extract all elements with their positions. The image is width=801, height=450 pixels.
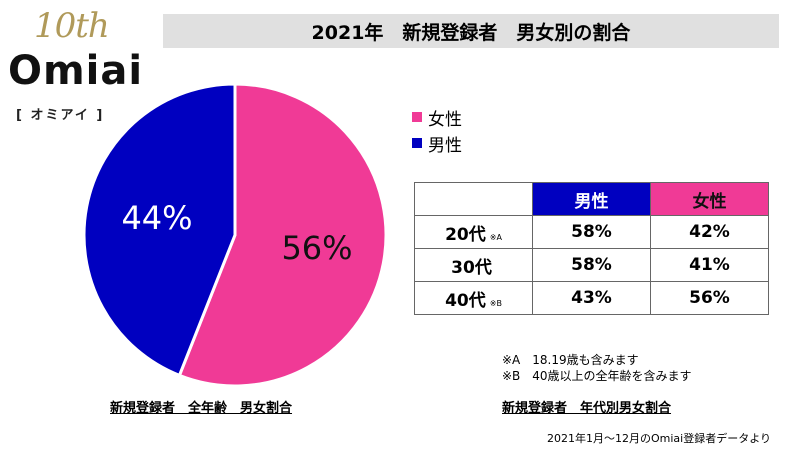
legend: 女性 男性 [412, 104, 462, 156]
logo-kana: [ オミアイ ] [16, 108, 105, 123]
age-label: 20代 [445, 224, 486, 245]
table-cell-age: 40代 ※B [414, 281, 533, 315]
legend-item-male: 男性 [412, 130, 462, 156]
table-header-female: 女性 [650, 182, 769, 216]
legend-item-female: 女性 [412, 104, 462, 130]
table-header-male: 男性 [532, 182, 651, 216]
table-cell-female: 42% [650, 215, 769, 249]
age-label: 30代 [451, 257, 492, 278]
pie-slice-male [82, 82, 237, 378]
footnote-b: ※B 40歳以上の全年齢を含みます [502, 369, 692, 383]
table-row: 20代 ※A 58% 42% [414, 215, 769, 249]
table-header-blank [414, 182, 533, 216]
footnote-a: ※A 18.19歳も含みます [502, 353, 639, 367]
logo-brand: Omiai [8, 48, 144, 94]
title-bar: 2021年 新規登録者 男女別の割合 [163, 14, 779, 48]
age-label: 40代 [445, 290, 486, 311]
pie-caption: 新規登録者 全年齢 男女割合 [110, 401, 293, 416]
ratio-table: 男性 女性 20代 ※A 58% 42% 30代 58% 41% 40代 ※B 43… [414, 182, 769, 315]
table-cell-female: 41% [650, 248, 769, 282]
table-header-row: 男性 女性 [414, 182, 769, 216]
footnotes: ※A 18.19歳も含みます ※B 40歳以上の全年齢を含みます [502, 352, 692, 384]
source-note: 2021年1月～12月のOmiai登録者データより [547, 432, 771, 445]
pie-slice-female [177, 82, 388, 388]
pie-chart: 56% 44% [82, 82, 388, 388]
legend-swatch-male [412, 138, 422, 148]
table-cell-male: 58% [532, 215, 651, 249]
logo-anniversary: 10th [34, 6, 110, 46]
page-title: 2021年 新規登録者 男女別の割合 [311, 21, 631, 44]
table-row: 40代 ※B 43% 56% [414, 281, 769, 315]
table-row: 30代 58% 41% [414, 248, 769, 282]
table-cell-female: 56% [650, 281, 769, 315]
pie-label-male: 44% [121, 199, 192, 237]
table-cell-male: 43% [532, 281, 651, 315]
legend-label-male: 男性 [428, 135, 462, 156]
pie-label-female: 56% [281, 229, 352, 267]
legend-label-female: 女性 [428, 109, 462, 130]
table-cell-male: 58% [532, 248, 651, 282]
table-cell-age: 20代 ※A [414, 215, 533, 249]
table-cell-age: 30代 [414, 248, 533, 282]
omiai-logo: 10th Omiai [ オミアイ ] [6, 6, 161, 126]
age-note: ※A [489, 232, 502, 242]
table-caption: 新規登録者 年代別男女割合 [502, 401, 672, 416]
age-note: ※B [489, 298, 502, 308]
legend-swatch-female [412, 112, 422, 122]
